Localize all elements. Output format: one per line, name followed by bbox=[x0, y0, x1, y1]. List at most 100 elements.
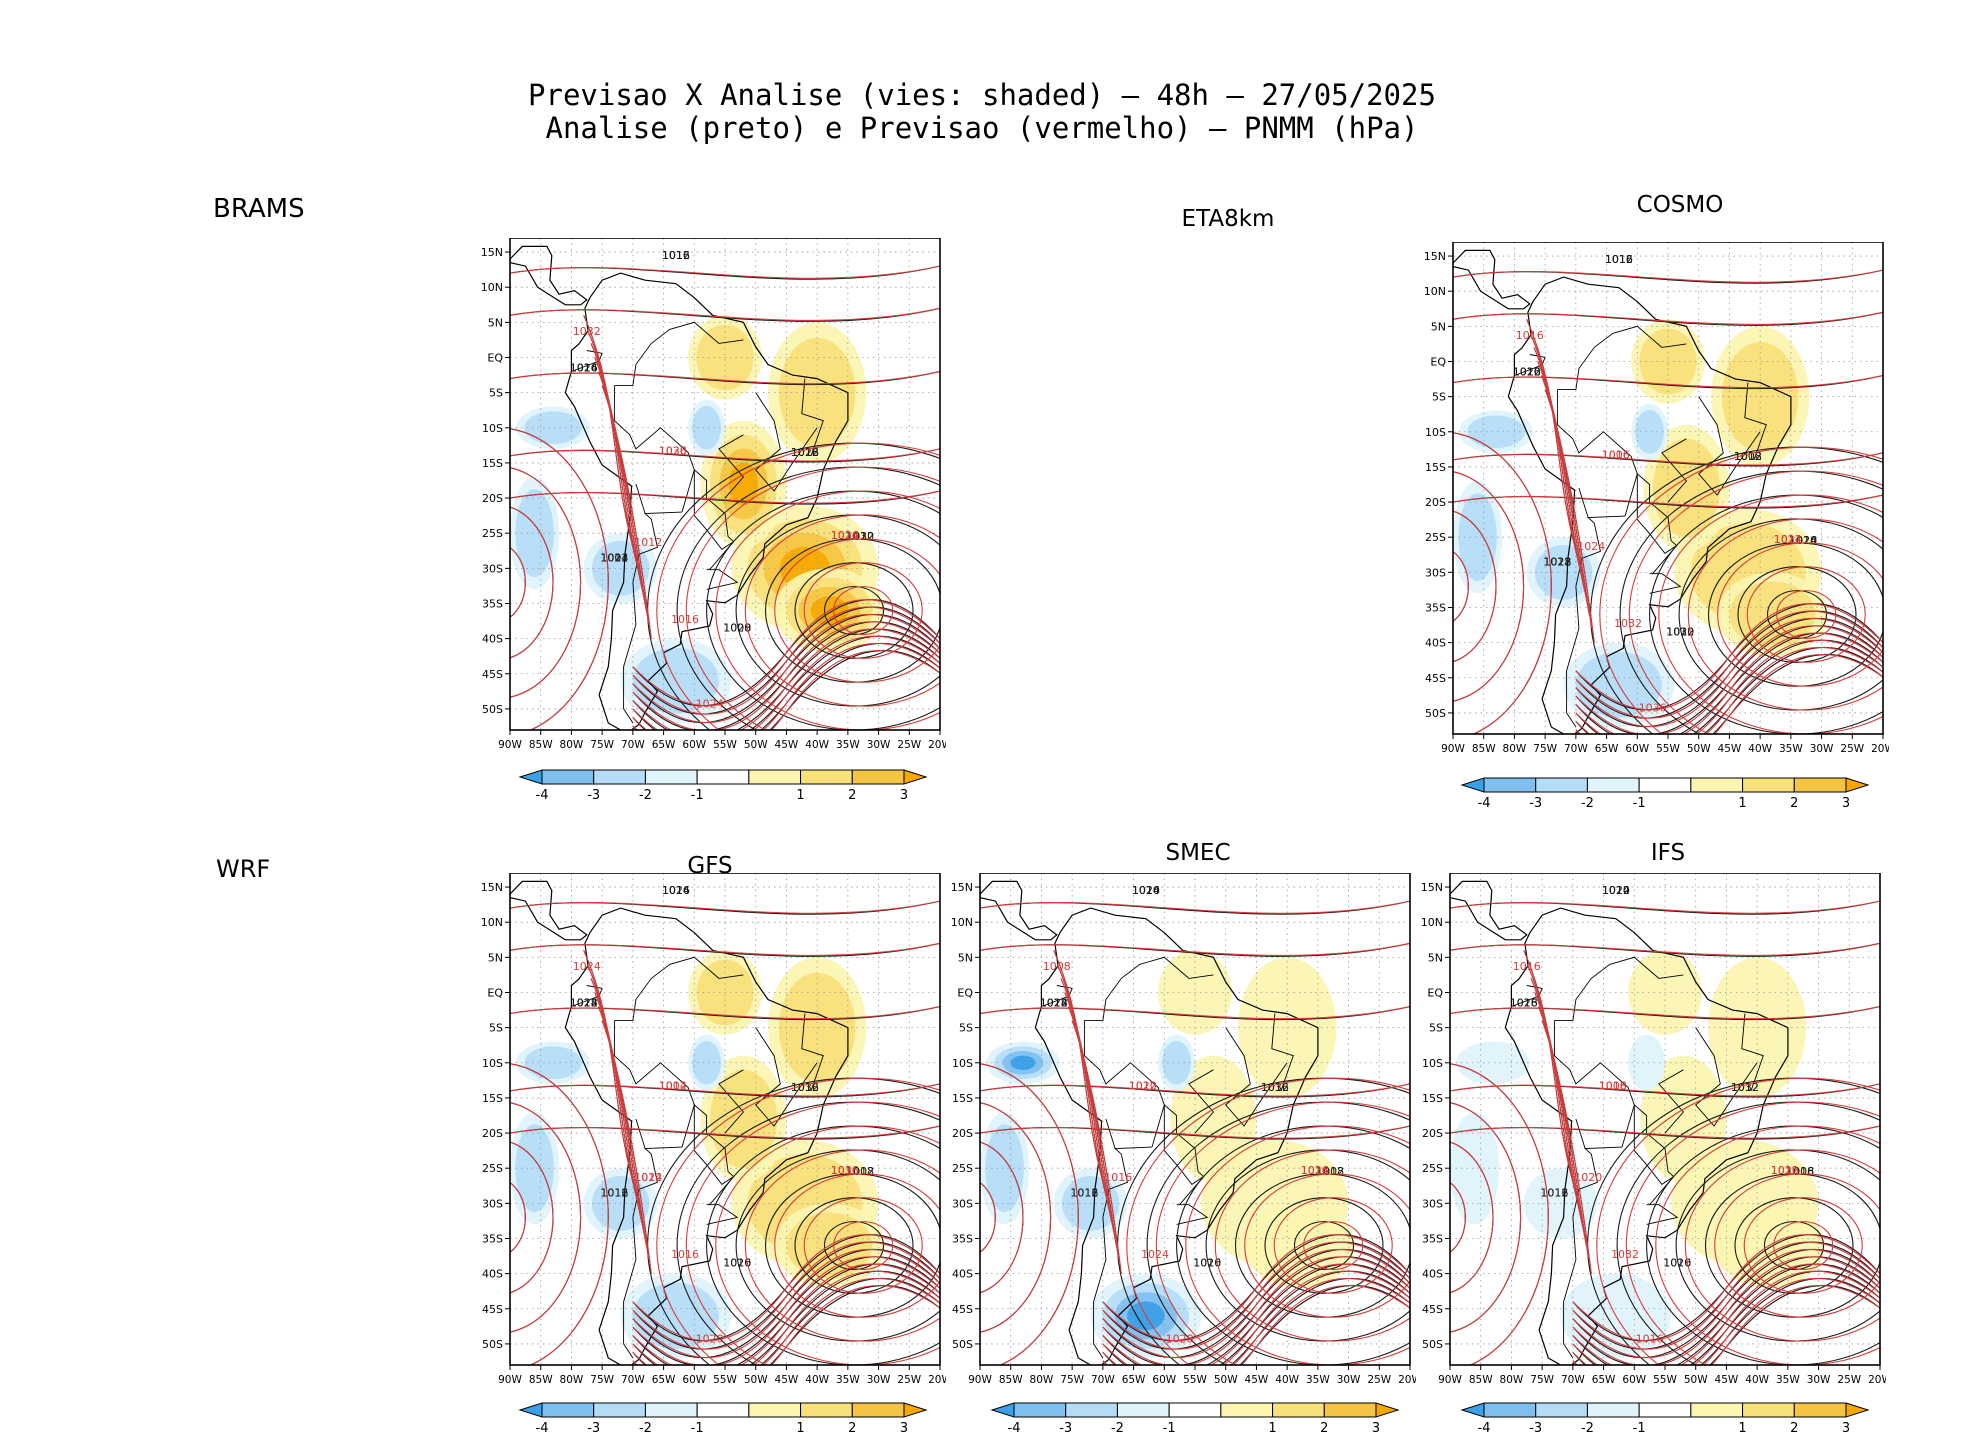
forecast-isobar-label: 1016 bbox=[1301, 1164, 1329, 1177]
forecast-isobar-label: 1016 bbox=[1636, 1333, 1664, 1346]
lat-tick-label: 15N bbox=[1421, 881, 1443, 894]
colorbar-tick-label: -3 bbox=[1059, 1421, 1072, 1435]
lat-tick-label: 20S bbox=[1425, 496, 1446, 509]
lon-tick-label: 50W bbox=[1684, 1374, 1708, 1386]
lat-tick-label: 50S bbox=[1422, 1338, 1443, 1351]
analysis-isobar-label: 1016 bbox=[662, 249, 690, 262]
colorbar-tick-label: -3 bbox=[587, 1421, 600, 1435]
lon-tick-label: 35W bbox=[1776, 1374, 1800, 1386]
analysis-isobar-label: 1032 bbox=[1666, 626, 1694, 639]
analysis-isobar-label: 1012 bbox=[1513, 366, 1541, 379]
lon-tick-label: 50W bbox=[744, 1374, 768, 1386]
map-panel-brams: 1016 1016 1012 1012 1012 1020 1016 1024 1028 1032… bbox=[460, 238, 946, 758]
analysis-isobar-label: 1024 bbox=[662, 884, 690, 897]
lon-tick-label: 85W bbox=[999, 1374, 1023, 1386]
lon-tick-label: 45W bbox=[1245, 1374, 1269, 1386]
colorbar-tick-label: 1 bbox=[1738, 1421, 1746, 1435]
colorbar-tick-label: -4 bbox=[536, 788, 549, 802]
lon-tick-label: 25W bbox=[897, 739, 921, 751]
lat-tick-label: 5S bbox=[489, 1022, 503, 1035]
lat-tick-label: 15S bbox=[1422, 1092, 1443, 1105]
lat-tick-label: 35S bbox=[1425, 601, 1446, 614]
forecast-isobar-label: 1012 bbox=[634, 536, 662, 549]
analysis-isobar-label: 1020 bbox=[1663, 1257, 1691, 1270]
lon-tick-label: 20W bbox=[928, 739, 946, 751]
lat-tick-label: 10S bbox=[1425, 426, 1446, 439]
forecast-isobar-label: 1004 bbox=[659, 1079, 687, 1092]
colorbar-tick-label: -2 bbox=[639, 1421, 652, 1435]
lat-tick-label: 5N bbox=[488, 951, 503, 964]
forecast-isobar-label: 1006 bbox=[1602, 448, 1630, 461]
lon-tick-label: 55W bbox=[1656, 743, 1680, 755]
lat-tick-label: 45S bbox=[482, 668, 503, 681]
forecast-isobar-label: 1024 bbox=[1577, 540, 1605, 553]
analysis-isobar-label: 1016 bbox=[791, 446, 819, 459]
colorbar-tick-label: -4 bbox=[1478, 796, 1491, 810]
panel-title-cosmo: COSMO bbox=[1636, 192, 1724, 218]
lon-tick-label: 75W bbox=[590, 1374, 614, 1386]
forecast-isobar-label: 1036 bbox=[831, 1164, 859, 1177]
row-label-brams: BRAMS bbox=[213, 194, 305, 224]
colorbar-tick-label: -1 bbox=[1633, 796, 1646, 810]
south-america-coastline bbox=[1034, 907, 1319, 1365]
lon-tick-label: 50W bbox=[1214, 1374, 1238, 1386]
lat-tick-label: 35S bbox=[1422, 1232, 1443, 1245]
forecast-isobar-label: 1020 bbox=[1129, 1079, 1157, 1092]
colorbar-wrf: -4-3-2-11234 bbox=[518, 1401, 932, 1435]
forecast-isobar-label: 1016 bbox=[1516, 329, 1544, 342]
forecast-isobar-label: 1008 bbox=[1043, 960, 1071, 973]
lat-tick-label: 25S bbox=[482, 527, 503, 540]
south-america-coastline bbox=[564, 907, 849, 1365]
lat-tick-label: 40S bbox=[1422, 1268, 1443, 1281]
colorbar-svg: -4-3-2-11234 bbox=[1460, 777, 1870, 810]
lon-tick-label: 80W bbox=[1030, 1374, 1054, 1386]
lat-tick-label: EQ bbox=[1430, 355, 1446, 368]
lat-tick-label: EQ bbox=[487, 986, 503, 999]
lat-tick-label: 20S bbox=[482, 492, 503, 505]
analysis-isobar-label: 1032 bbox=[846, 530, 874, 543]
analysis-isobar-label: 1008 bbox=[723, 622, 751, 635]
lat-tick-label: 45S bbox=[952, 1303, 973, 1316]
analysis-isobar-label: 1024 bbox=[1132, 884, 1160, 897]
map-panel-smec: 1016 1012 1016 1012 1016 1020 1024 1028 1032 1008… bbox=[930, 873, 1416, 1393]
lat-tick-label: 30S bbox=[482, 1197, 503, 1210]
lon-tick-label: 60W bbox=[1152, 1374, 1176, 1386]
forecast-isobar-label: 1028 bbox=[1166, 1333, 1194, 1346]
lon-tick-label: 20W bbox=[928, 1374, 946, 1386]
lon-tick-label: 25W bbox=[1840, 743, 1864, 755]
map-svg: 1012101610121016101210121016102010121024… bbox=[1424, 242, 1889, 755]
lon-tick-label: 80W bbox=[560, 739, 584, 751]
lon-tick-label: 30W bbox=[867, 739, 891, 751]
forecast-isobar-label: 1020 bbox=[1574, 1171, 1602, 1184]
lon-tick-label: 55W bbox=[713, 739, 737, 751]
forecast-isobar-label: 1012 bbox=[1129, 1079, 1157, 1092]
forecast-isobar-label: 1016 bbox=[1602, 448, 1630, 461]
forecast-isobar-label: 1024 bbox=[696, 698, 724, 711]
lon-tick-label: 75W bbox=[1060, 1374, 1084, 1386]
analysis-isobar-label: 1024 bbox=[1789, 534, 1817, 547]
analysis-isobar-label: 1020 bbox=[723, 1257, 751, 1270]
lon-tick-label: 80W bbox=[1503, 743, 1527, 755]
lon-tick-label: 85W bbox=[1469, 1374, 1493, 1386]
analysis-isobar-label: 1008 bbox=[846, 1165, 874, 1178]
analysis-isobar-label: 1028 bbox=[791, 446, 819, 459]
lat-tick-label: 15N bbox=[951, 881, 973, 894]
lon-tick-label: 20W bbox=[1868, 1374, 1886, 1386]
forecast-isobar-label: 1024 bbox=[831, 529, 859, 542]
analysis-isobar-label: 1024 bbox=[1602, 884, 1630, 897]
lat-tick-label: 15N bbox=[481, 881, 503, 894]
lat-tick-label: EQ bbox=[487, 351, 503, 364]
forecast-isobar-label: 1020 bbox=[696, 1333, 724, 1346]
analysis-isobar-label: 1020 bbox=[723, 622, 751, 635]
analysis-isobar-label: 1012 bbox=[1070, 1186, 1098, 1199]
lon-tick-label: 55W bbox=[1653, 1374, 1677, 1386]
lat-tick-label: 45S bbox=[1422, 1303, 1443, 1316]
lat-tick-label: 20S bbox=[952, 1127, 973, 1140]
colorbar-tick-label: -4 bbox=[536, 1421, 549, 1435]
lat-tick-label: 50S bbox=[482, 703, 503, 716]
analysis-isobar-label: 1020 bbox=[1193, 1257, 1221, 1270]
lat-tick-label: EQ bbox=[1427, 986, 1443, 999]
lat-tick-label: EQ bbox=[957, 986, 973, 999]
lon-tick-label: 80W bbox=[1500, 1374, 1524, 1386]
analysis-isobar-label: 1016 bbox=[1605, 253, 1633, 266]
